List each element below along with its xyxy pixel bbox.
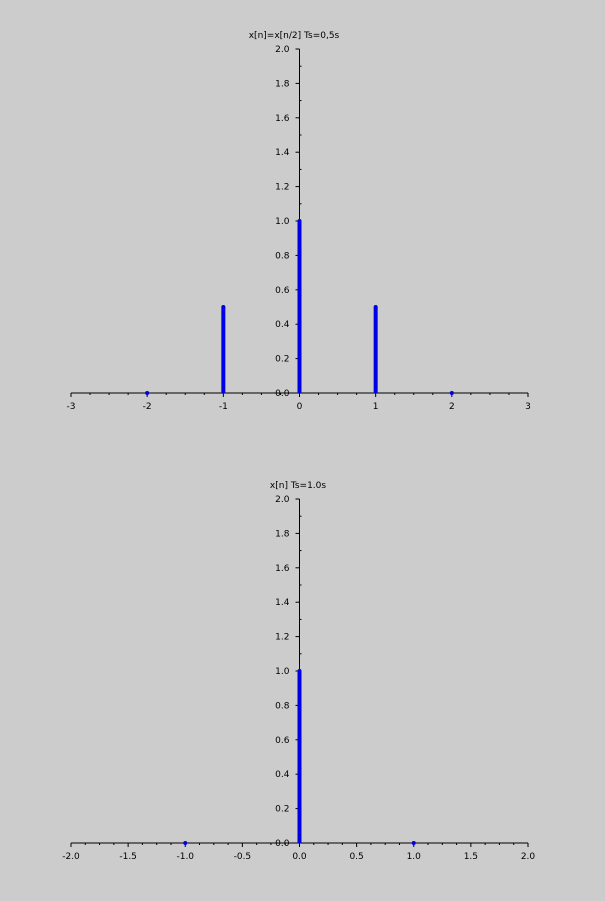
- y-tick-label: 2.0: [275, 45, 290, 55]
- y-tick-label: 0.0: [275, 389, 290, 399]
- stem-marker: [449, 391, 454, 395]
- x-tick-label: 0.0: [292, 852, 307, 862]
- y-tick-label: 1.2: [275, 633, 289, 643]
- y-tick-label: 2.0: [275, 495, 290, 505]
- stem-marker: [297, 669, 302, 673]
- y-tick-label: 1.8: [275, 79, 290, 89]
- y-tick-label: 0.4: [275, 320, 290, 330]
- y-tick-label: 1.0: [275, 217, 290, 227]
- chart-title: x[n]=x[n/2] Ts=0,5s: [249, 31, 340, 41]
- x-tick-label: -1.5: [119, 852, 137, 862]
- y-tick-label: 1.0: [275, 667, 290, 677]
- x-tick-label: -3: [67, 402, 76, 412]
- y-tick-label: 1.8: [275, 529, 290, 539]
- y-tick-label: 1.4: [275, 148, 290, 158]
- x-tick-label: 2.0: [521, 852, 536, 862]
- y-tick-label: 1.6: [275, 114, 290, 124]
- x-tick-label: 0.5: [349, 852, 363, 862]
- x-tick-label: -0.5: [234, 852, 252, 862]
- y-tick-label: 1.2: [275, 183, 289, 193]
- stem-marker: [145, 391, 150, 395]
- x-tick-label: 0: [297, 402, 303, 412]
- y-tick-label: 1.4: [275, 598, 290, 608]
- chart-bottom: x[n] Ts=1.0s -2.0 -1.5 -1.0 -0.5 0.0 0.5 1.0 1.5…: [62, 481, 536, 862]
- y-tick-label: 0.4: [275, 770, 290, 780]
- chart-title: x[n] Ts=1.0s: [270, 481, 326, 491]
- stem-marker: [183, 841, 188, 845]
- y-tick-label: 0.0: [275, 839, 290, 849]
- y-tick-label: 0.2: [275, 805, 289, 815]
- stem-marker: [373, 305, 378, 309]
- x-tick-label: 3: [525, 402, 531, 412]
- x-tick-label: -2: [143, 402, 152, 412]
- y-tick-label: 0.2: [275, 355, 289, 365]
- x-tick-label: -1: [219, 402, 228, 412]
- x-tick-label: 1.0: [407, 852, 422, 862]
- x-tick-label: 1: [373, 402, 379, 412]
- y-tick-label: 0.8: [275, 701, 290, 711]
- y-tick-label: 0.6: [275, 286, 290, 296]
- x-tick-label: -1.0: [176, 852, 194, 862]
- y-tick-label: 0.6: [275, 736, 290, 746]
- x-tick-label: -2.0: [62, 852, 80, 862]
- chart-top: x[n]=x[n/2] Ts=0,5s -3 -2 -1 0 1 2 3 0.0 0.2 0.4 0.…: [67, 31, 531, 412]
- y-tick-label: 1.6: [275, 564, 290, 574]
- stem-marker: [297, 219, 302, 223]
- y-tick-label: 0.8: [275, 251, 290, 261]
- x-tick-label: 2: [449, 402, 455, 412]
- x-tick-label: 1.5: [464, 852, 478, 862]
- stem-marker: [221, 305, 226, 309]
- stem-marker: [411, 841, 416, 845]
